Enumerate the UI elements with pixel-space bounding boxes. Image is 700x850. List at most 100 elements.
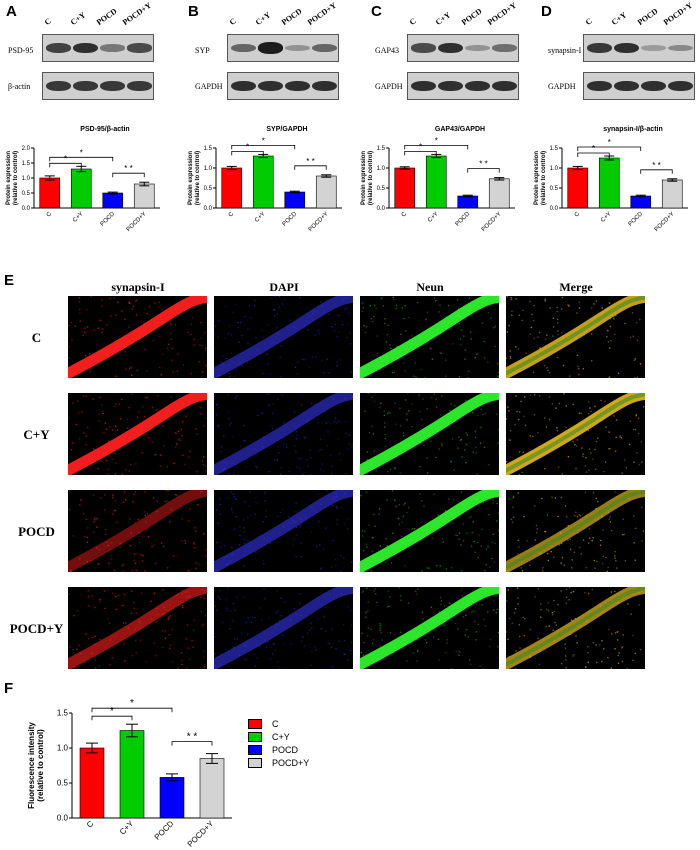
cell-dot: [497, 375, 499, 377]
cell-dot: [181, 434, 183, 437]
cell-dot: [532, 435, 534, 438]
cell-dot: [177, 353, 179, 355]
cell-dot: [170, 332, 172, 335]
cell-dot: [140, 553, 142, 556]
cell-dot: [234, 303, 237, 306]
cell-dot: [541, 570, 544, 572]
cell-dot: [164, 500, 167, 503]
cell-dot: [130, 532, 132, 534]
cell-dot: [103, 509, 106, 512]
micrograph-image: [68, 587, 207, 669]
cell-dot: [564, 647, 567, 649]
cell-dot: [625, 466, 628, 469]
cell-dot: [487, 545, 489, 548]
cell-dot: [350, 641, 353, 644]
cell-dot: [518, 635, 521, 638]
micrograph-image: [360, 296, 499, 378]
cell-dot: [78, 412, 80, 414]
cell-dot: [552, 326, 555, 328]
cell-dot: [350, 560, 353, 563]
cell-dot: [78, 644, 80, 647]
cell-dot: [194, 527, 196, 529]
cell-dot: [228, 411, 230, 413]
cell-dot: [348, 434, 351, 436]
cell-dot: [159, 465, 162, 468]
cell-dot: [131, 393, 133, 396]
x-tick-label: POCD+Y: [654, 211, 676, 233]
cell-dot: [223, 337, 226, 339]
cell-dot: [390, 561, 393, 564]
blot-band: [587, 80, 612, 92]
cell-dot: [318, 450, 320, 452]
cell-dot: [497, 442, 499, 444]
cell-dot: [233, 528, 236, 531]
cell-dot: [406, 511, 408, 514]
cell-dot: [399, 631, 402, 633]
cell-dot: [217, 425, 219, 428]
cell-dot: [170, 395, 173, 398]
cell-dot: [441, 443, 443, 445]
cell-dot: [250, 621, 253, 623]
cell-dot: [402, 435, 405, 437]
cell-dot: [281, 303, 284, 305]
cell-dot: [283, 643, 285, 646]
cell-dot: [576, 354, 579, 357]
cell-dot: [388, 605, 391, 608]
chart-title: GAP43/GAPDH: [435, 126, 485, 133]
x-tick-label: C+Y: [254, 211, 267, 224]
cell-dot: [313, 515, 316, 517]
cell-dot: [301, 358, 304, 361]
cell-dot: [72, 648, 74, 651]
cell-dot: [376, 352, 379, 355]
cell-dot: [298, 602, 301, 605]
cell-dot: [496, 645, 499, 648]
cell-dot: [169, 644, 172, 647]
cell-dot: [479, 665, 481, 668]
cell-dot: [514, 668, 517, 669]
x-tick-label: C+Y: [72, 211, 85, 224]
cell-dot: [214, 632, 216, 635]
cell-dot: [447, 304, 450, 307]
cell-dot: [511, 622, 514, 625]
cell-dot: [334, 558, 337, 561]
cell-dot: [419, 465, 421, 468]
micrograph-image: [214, 490, 353, 572]
cell-dot: [99, 396, 101, 399]
blot-band: [411, 80, 436, 92]
cell-dot: [192, 646, 194, 649]
cell-dot: [364, 616, 367, 618]
cell-dot: [571, 567, 573, 569]
cell-dot: [587, 542, 590, 544]
cell-dot: [156, 394, 159, 397]
x-tick-label: C: [46, 211, 54, 219]
cell-dot: [148, 306, 151, 308]
cell-dot: [221, 621, 224, 624]
cell-dot: [533, 304, 535, 307]
cell-dot: [518, 623, 521, 626]
cell-dot: [379, 406, 381, 409]
cell-dot: [373, 450, 376, 452]
cell-dot: [481, 528, 483, 531]
cell-dot: [521, 319, 523, 322]
cell-dot: [608, 518, 610, 520]
cell-dot: [582, 367, 585, 370]
cell-dot: [86, 536, 89, 539]
cell-dot: [177, 667, 179, 669]
cell-dot: [438, 311, 440, 313]
cell-dot: [267, 324, 270, 326]
cell-dot: [540, 616, 542, 619]
lane-label: C+Y: [609, 10, 629, 27]
cell-dot: [162, 425, 164, 427]
cell-dot: [142, 405, 144, 408]
cell-dot: [232, 311, 235, 314]
cell-dot: [79, 558, 81, 560]
cell-dot: [495, 520, 498, 522]
cell-dot: [265, 515, 267, 518]
blot-band: [312, 43, 337, 53]
cell-dot: [336, 361, 339, 363]
cell-dot: [262, 520, 265, 523]
cell-dot: [264, 597, 266, 600]
cell-dot: [87, 527, 89, 529]
cell-dot: [352, 443, 353, 445]
cell-dot: [326, 490, 328, 492]
